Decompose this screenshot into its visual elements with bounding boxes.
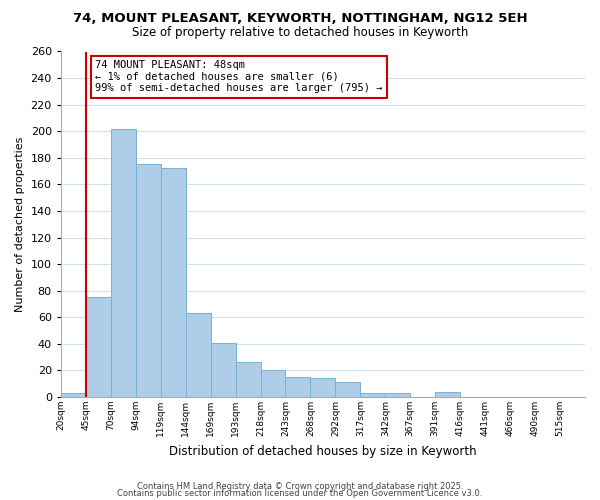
Bar — [361, 393, 385, 397]
Bar — [161, 168, 185, 397]
Bar — [86, 298, 111, 397]
Bar — [236, 362, 260, 397]
Text: 74 MOUNT PLEASANT: 48sqm
← 1% of detached houses are smaller (6)
99% of semi-det: 74 MOUNT PLEASANT: 48sqm ← 1% of detache… — [95, 60, 382, 94]
Text: 74, MOUNT PLEASANT, KEYWORTH, NOTTINGHAM, NG12 5EH: 74, MOUNT PLEASANT, KEYWORTH, NOTTINGHAM… — [73, 12, 527, 26]
Bar — [385, 393, 410, 397]
Bar — [435, 392, 460, 397]
Text: Contains HM Land Registry data © Crown copyright and database right 2025.: Contains HM Land Registry data © Crown c… — [137, 482, 463, 491]
Y-axis label: Number of detached properties: Number of detached properties — [15, 136, 25, 312]
Bar — [61, 393, 86, 397]
Text: Contains public sector information licensed under the Open Government Licence v3: Contains public sector information licen… — [118, 489, 482, 498]
Bar — [111, 128, 136, 397]
Bar — [260, 370, 286, 397]
Bar — [211, 342, 236, 397]
Text: Size of property relative to detached houses in Keyworth: Size of property relative to detached ho… — [132, 26, 468, 39]
Bar — [286, 377, 310, 397]
X-axis label: Distribution of detached houses by size in Keyworth: Distribution of detached houses by size … — [169, 444, 477, 458]
Bar — [335, 382, 361, 397]
Bar — [136, 164, 161, 397]
Bar — [310, 378, 335, 397]
Bar — [185, 314, 211, 397]
